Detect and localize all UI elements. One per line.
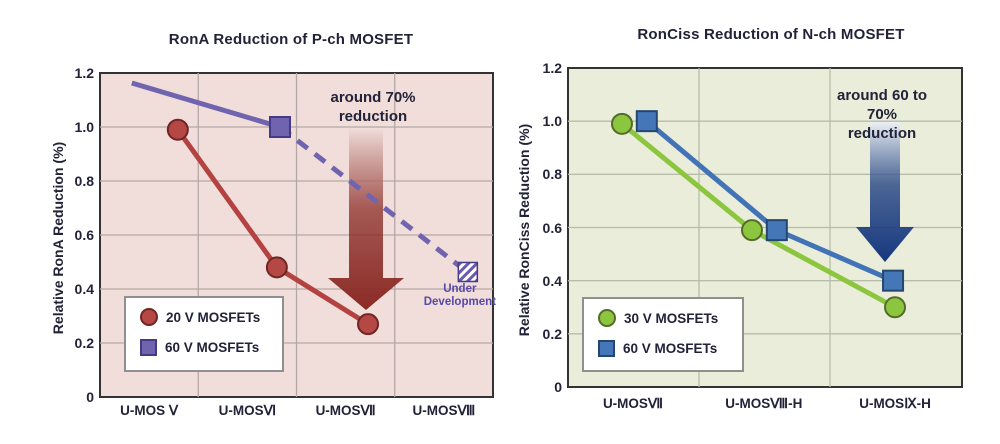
- left-chart-title: RonA Reduction of P-ch MOSFET: [168, 31, 414, 48]
- legend-item-20-v-mosfets: 20 V MOSFETs: [140, 308, 282, 326]
- legend-box: 20 V MOSFETs 60 V MOSFETs: [124, 296, 284, 372]
- x-category-label: U-MOSⅧ: [412, 403, 476, 418]
- legend-label: 60 V MOSFETs: [623, 341, 718, 356]
- x-category-label: U-MOSⅦ: [602, 396, 664, 411]
- legend-square-icon: [598, 340, 615, 357]
- x-category-label: U-MOS Ⅴ: [120, 403, 179, 418]
- y-tick-label: 0: [86, 389, 94, 405]
- y-tick-label: 1.0: [542, 113, 562, 130]
- legend-item-30-v-mosfets: 30 V MOSFETs: [598, 309, 742, 327]
- y-tick-label: 0.6: [74, 227, 94, 243]
- legend-circle-icon: [140, 308, 158, 326]
- reduction-annotation: around 60 to 70% reduction: [836, 87, 927, 142]
- marker-square-60-v-mosfets: [765, 219, 788, 242]
- reduction-arrow: [856, 122, 914, 262]
- y-tick-label: 0.4: [74, 281, 94, 297]
- marker-square-60-v-mosfets: [268, 116, 291, 138]
- legend-box: 30 V MOSFETs 60 V MOSFETs: [582, 297, 744, 372]
- y-tick-label: 1.2: [74, 65, 94, 81]
- marker-square-60-v-mosfets: [882, 269, 905, 292]
- marker-circle-30-v-mosfets: [610, 112, 633, 135]
- x-category-label: U-MOSⅥ: [218, 403, 277, 418]
- under-development-label: Under Development: [423, 282, 496, 308]
- y-tick-label: 1.2: [542, 60, 562, 76]
- series-line-60-v-mosfets: [278, 125, 467, 273]
- under-development-marker: [457, 261, 479, 283]
- y-tick-label: 0.2: [542, 325, 562, 342]
- y-tick-label: 0.8: [542, 166, 562, 183]
- right-chart-title: RonCiss Reduction of N-ch MOSFET: [637, 26, 905, 43]
- marker-circle-20-v-mosfets: [166, 118, 189, 141]
- y-tick-label: 0.8: [74, 173, 94, 189]
- marker-circle-20-v-mosfets: [265, 256, 288, 279]
- y-tick-label: 0.6: [542, 219, 562, 236]
- y-tick-label: 0.2: [74, 335, 94, 351]
- x-category-label: U-MOSⅦ: [315, 403, 376, 418]
- legend-label: 30 V MOSFETs: [624, 310, 719, 326]
- x-category-label: U-MOSⅧ-H: [725, 396, 803, 411]
- y-tick-label: 0.4: [542, 272, 562, 289]
- reduction-annotation: around 70% reduction: [330, 89, 416, 125]
- marker-circle-20-v-mosfets: [357, 313, 380, 336]
- legend-circle-icon: [598, 309, 616, 327]
- series-line-60-v-mosfets: [131, 80, 281, 130]
- marker-square-60-v-mosfets: [635, 110, 658, 133]
- x-category-label: U-MOSⅨ-H: [859, 396, 931, 411]
- marker-circle-30-v-mosfets: [884, 296, 907, 319]
- y-tick-label: 1.0: [74, 119, 94, 135]
- legend-square-icon: [140, 339, 157, 356]
- marker-circle-30-v-mosfets: [740, 219, 763, 242]
- legend-label: 20 V MOSFETs: [166, 309, 261, 325]
- legend-item-60-v-mosfets: 60 V MOSFETs: [140, 339, 282, 356]
- legend-item-60-v-mosfets: 60 V MOSFETs: [598, 340, 742, 357]
- legend-label: 60 V MOSFETs: [165, 340, 260, 355]
- reduction-arrow: [328, 128, 404, 310]
- y-tick-label: 0: [554, 379, 562, 395]
